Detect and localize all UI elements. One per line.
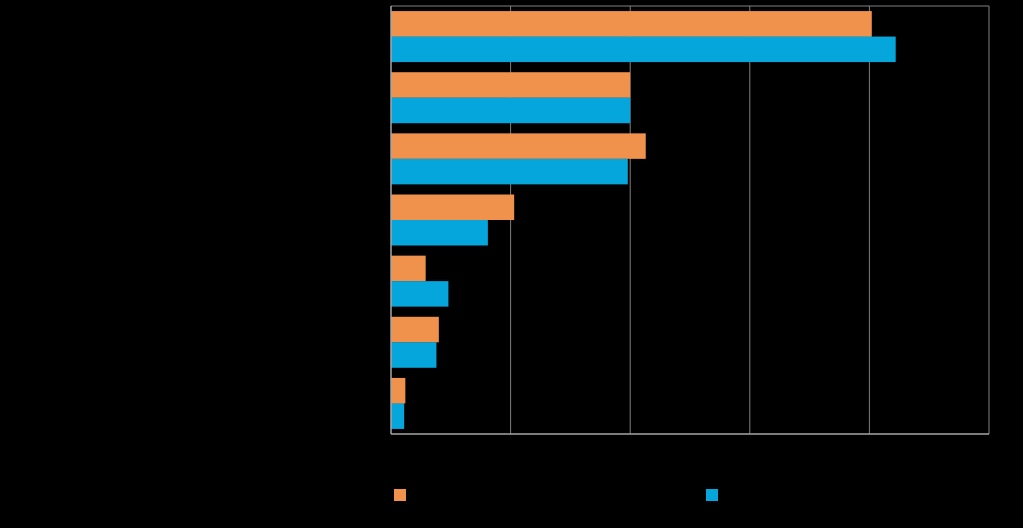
bar-series-1-category-7 [391, 377, 406, 404]
bar-series-2-category-1 [391, 36, 896, 63]
legend-item-series-2 [706, 489, 726, 501]
bar-series-1-category-5 [391, 255, 426, 282]
legend-swatch-series-2 [706, 489, 718, 501]
bar-series-2-category-4 [391, 220, 488, 246]
bar-series-1-category-1 [391, 11, 872, 37]
bar-series-1-category-4 [391, 194, 515, 220]
bar-series-2-category-5 [391, 281, 449, 307]
bar-series-1-category-3 [391, 133, 646, 159]
bar-series-2-category-7 [391, 403, 405, 429]
legend-item-series-1 [394, 489, 414, 501]
legend-swatch-series-1 [394, 489, 406, 501]
bar-series-2-category-2 [391, 97, 631, 124]
bar-series-2-category-6 [391, 342, 437, 368]
bar-series-1-category-6 [391, 316, 439, 343]
bar-series-1-category-2 [391, 72, 631, 98]
bar-series-2-category-3 [391, 158, 628, 185]
